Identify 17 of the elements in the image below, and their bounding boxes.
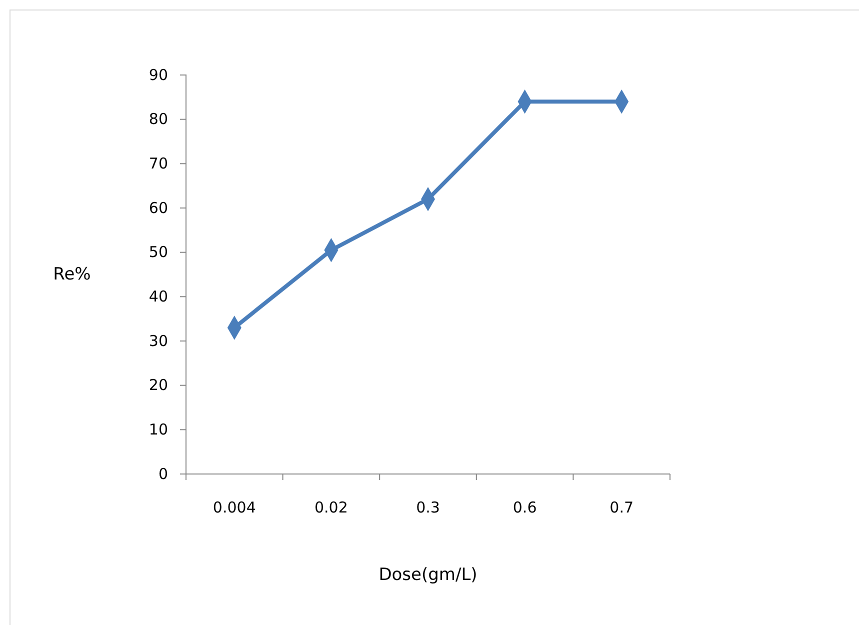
y-tick-label: 70 <box>148 154 168 172</box>
y-tick-label: 0 <box>158 464 168 483</box>
y-tick-label: 10 <box>148 420 168 438</box>
y-tick-label: 50 <box>148 243 168 262</box>
y-axis-title: Re% <box>53 264 91 284</box>
y-tick-label: 80 <box>148 110 168 128</box>
x-tick-label: 0.02 <box>314 498 348 517</box>
y-tick-label: 90 <box>148 66 168 84</box>
x-tick-label: 0.6 <box>512 498 537 517</box>
y-tick-label: 20 <box>148 376 168 394</box>
x-tick-label: 0.7 <box>610 498 634 517</box>
y-tick-label: 60 <box>148 198 168 217</box>
x-tick-label: 0.004 <box>212 498 256 517</box>
x-tick-label: 0.3 <box>416 498 440 517</box>
y-tick-label: 40 <box>148 287 168 306</box>
y-tick-label: 30 <box>148 332 168 350</box>
x-axis-title: Dose(gm/L) <box>378 565 478 585</box>
